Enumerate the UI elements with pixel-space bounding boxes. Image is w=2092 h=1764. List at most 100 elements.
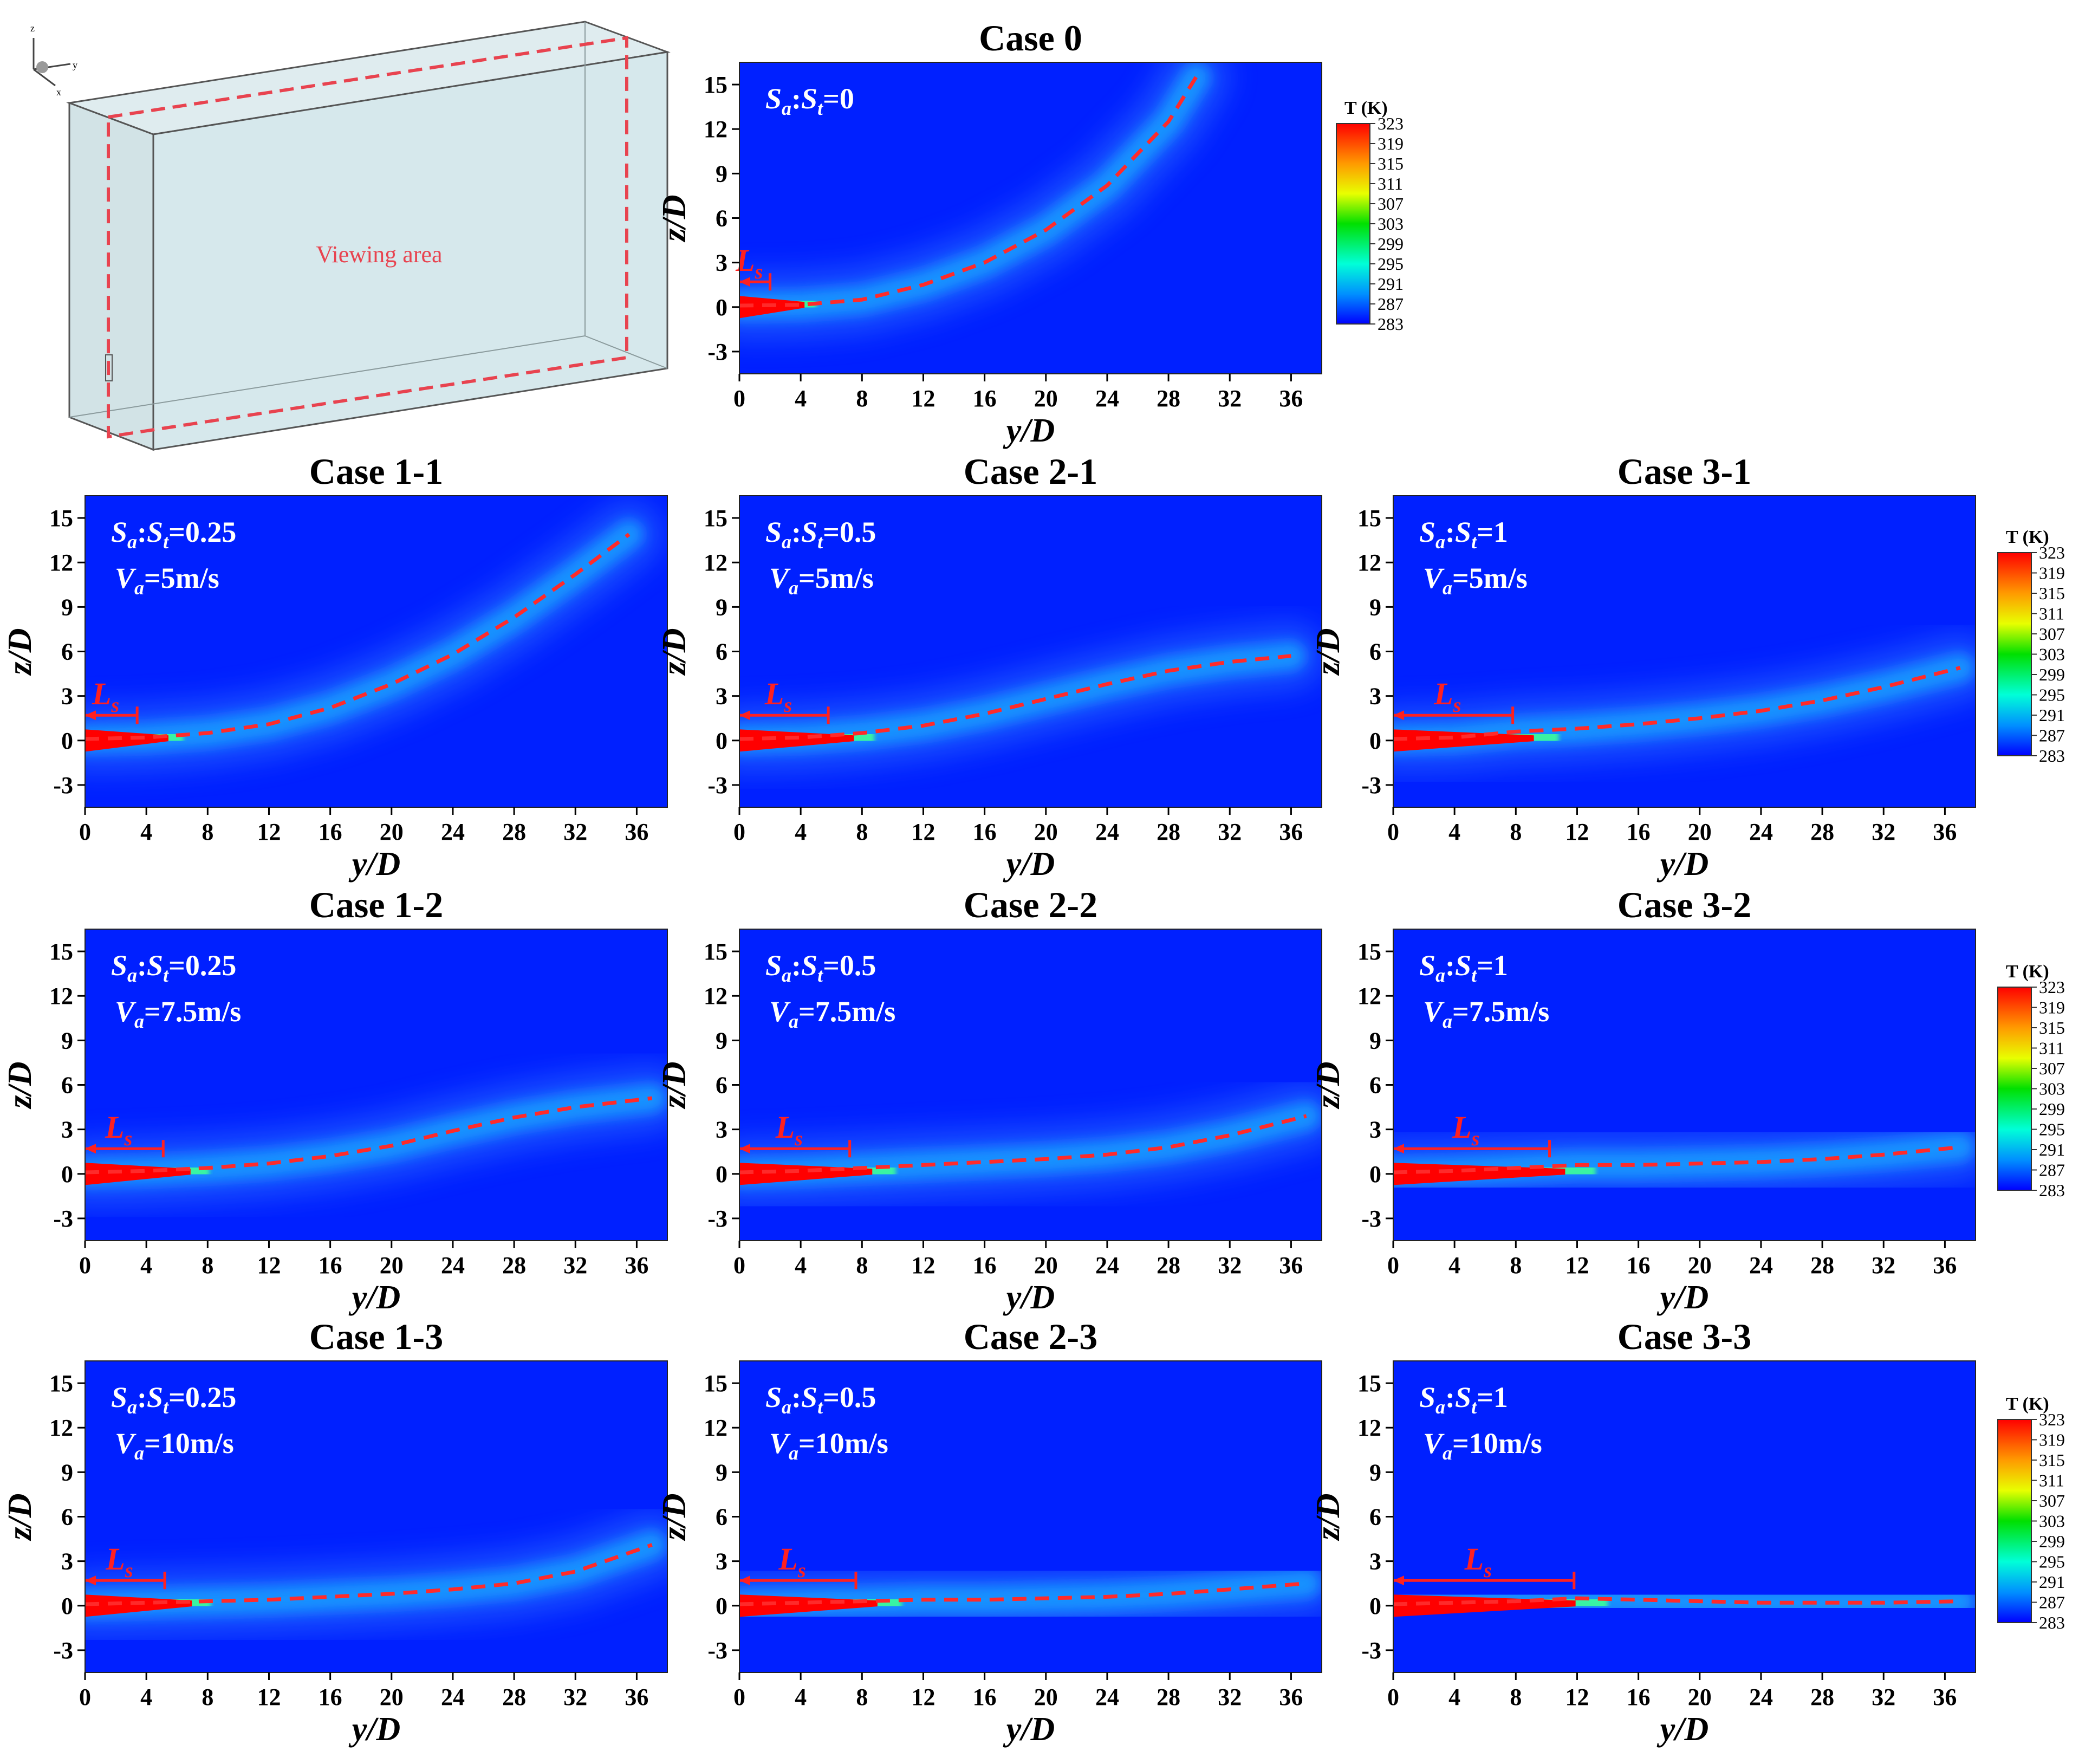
y-tick-label: 12	[1357, 549, 1381, 576]
colorbar-gradient	[1997, 1419, 2032, 1623]
colorbar-label: 307	[2039, 1059, 2065, 1078]
x-axis-label: y/D	[1003, 1711, 1055, 1748]
y-tick-label: 15	[49, 938, 73, 965]
ls-marker-arrowhead	[739, 1144, 750, 1154]
plume	[1393, 1114, 1976, 1205]
y-tick-label: 12	[1357, 983, 1381, 1009]
y-tick-label: 3	[1369, 1117, 1381, 1143]
x-tick-label: 0	[79, 1684, 91, 1710]
y-tick-label: 6	[1369, 639, 1381, 665]
x-tick-label: 16	[319, 1252, 342, 1279]
y-tick-label: 12	[49, 1415, 73, 1441]
y-tick-label: -3	[1361, 772, 1381, 799]
y-tick-label: 6	[716, 639, 727, 665]
colorbar-label: 291	[2039, 1140, 2065, 1159]
x-tick-label: 4	[795, 1684, 807, 1710]
y-tick-label: -3	[707, 339, 727, 365]
colorbar-gradient	[1997, 552, 2032, 756]
y-tick-label: 0	[716, 1161, 727, 1188]
x-tick-label: 0	[733, 819, 745, 845]
x-tick-label: 24	[1749, 1252, 1773, 1279]
colorbar-label: 295	[2039, 1552, 2065, 1572]
x-tick-label: 32	[563, 819, 587, 845]
y-tick-label: -3	[53, 772, 73, 799]
colorbar-label: 283	[2039, 746, 2065, 766]
box-hidden-edge	[69, 335, 586, 418]
x-tick-label: 4	[140, 1684, 152, 1710]
x-axis-label: y/D	[1656, 1711, 1709, 1748]
colorbar-label: 283	[2039, 1613, 2065, 1632]
y-tick-label: 0	[61, 728, 73, 754]
y-tick-label: 15	[49, 505, 73, 531]
colorbar-label: 315	[2039, 1450, 2065, 1470]
x-axis-label: y/D	[348, 1279, 401, 1316]
x-tick-label: 12	[911, 385, 935, 412]
plume	[1393, 1566, 1976, 1637]
y-tick-label: 3	[61, 1117, 73, 1143]
x-tick-label: 36	[1279, 1252, 1303, 1279]
y-tick-label: -3	[53, 1637, 73, 1664]
y-tick-label: 9	[1369, 1459, 1381, 1486]
x-tick-label: 24	[441, 1252, 465, 1279]
ls-label: Ls	[764, 676, 792, 717]
y-axis-label: z/D	[656, 628, 693, 676]
x-tick-label: 0	[1387, 819, 1399, 845]
viewing-area-schematic: Viewing area z y x	[30, 21, 671, 451]
velocity-annotation: Va=5m/s	[769, 562, 874, 599]
axis-triad: z y x	[30, 23, 77, 98]
panel-title: Case 2-1	[964, 451, 1097, 492]
x-tick-label: 32	[1218, 385, 1242, 412]
colorbar-label: 315	[1378, 154, 1404, 173]
x-tick-label: 4	[795, 819, 807, 845]
jet-core	[85, 729, 168, 752]
trajectory-line	[85, 1543, 653, 1606]
velocity-annotation: Va=10m/s	[115, 1427, 234, 1464]
y-axis-label: z/D	[1310, 1493, 1347, 1541]
trajectory-line	[739, 1581, 1307, 1606]
x-tick-label: 12	[257, 1252, 281, 1279]
x-axis-label: y/D	[348, 846, 401, 883]
colorbar-label: 323	[1378, 114, 1404, 133]
ratio-annotation: Sa:St=0.5	[765, 1381, 876, 1418]
y-tick-label: 3	[61, 683, 73, 710]
velocity-annotation: Va=10m/s	[769, 1427, 888, 1464]
x-tick-label: 0	[733, 1252, 745, 1279]
y-tick-label: 6	[1369, 1072, 1381, 1099]
ls-marker-arrowhead	[739, 710, 750, 721]
x-tick-label: 20	[1034, 1684, 1058, 1710]
x-tick-label: 36	[1933, 1252, 1957, 1279]
x-axis-label: y/D	[1003, 846, 1055, 883]
ls-label: Ls	[775, 1110, 803, 1150]
panel-title: Case 1-2	[309, 884, 443, 925]
panel-title: Case 2-2	[964, 884, 1097, 925]
x-tick-label: 32	[1872, 1684, 1895, 1710]
x-tick-label: 20	[1688, 1252, 1712, 1279]
y-tick-label: 3	[1369, 683, 1381, 710]
x-tick-label: 24	[441, 1684, 465, 1710]
x-tick-label: 16	[973, 1252, 997, 1279]
x-tick-label: 32	[1218, 1684, 1242, 1710]
x-tick-label: 36	[1279, 819, 1303, 845]
x-tick-label: 8	[202, 819, 213, 845]
x-tick-label: 8	[1510, 1684, 1522, 1710]
y-tick-label: 12	[704, 116, 727, 142]
x-tick-label: 32	[1218, 819, 1242, 845]
contour-panel: Case 2-2 Ls Sa:St=0.5 Va=7.5m/s 0 4 8 12 16 20 24 2…	[656, 884, 1322, 1316]
y-tick-label: 9	[61, 1027, 73, 1054]
x-tick-label: 16	[973, 385, 997, 412]
x-tick-label: 32	[1218, 1252, 1242, 1279]
y-axis-label: z/D	[656, 1493, 693, 1541]
y-tick-label: 0	[1369, 1161, 1381, 1188]
x-tick-label: 12	[1565, 1252, 1589, 1279]
x-tick-label: 36	[625, 819, 648, 845]
viewing-area-outline	[107, 36, 628, 439]
y-tick-label: 15	[704, 72, 727, 98]
y-tick-label: 0	[716, 294, 727, 321]
y-axis-label: z/D	[2, 1493, 38, 1541]
y-tick-label: 6	[61, 1504, 73, 1530]
x-tick-label: 32	[1872, 819, 1895, 845]
trajectory-line	[739, 654, 1291, 741]
